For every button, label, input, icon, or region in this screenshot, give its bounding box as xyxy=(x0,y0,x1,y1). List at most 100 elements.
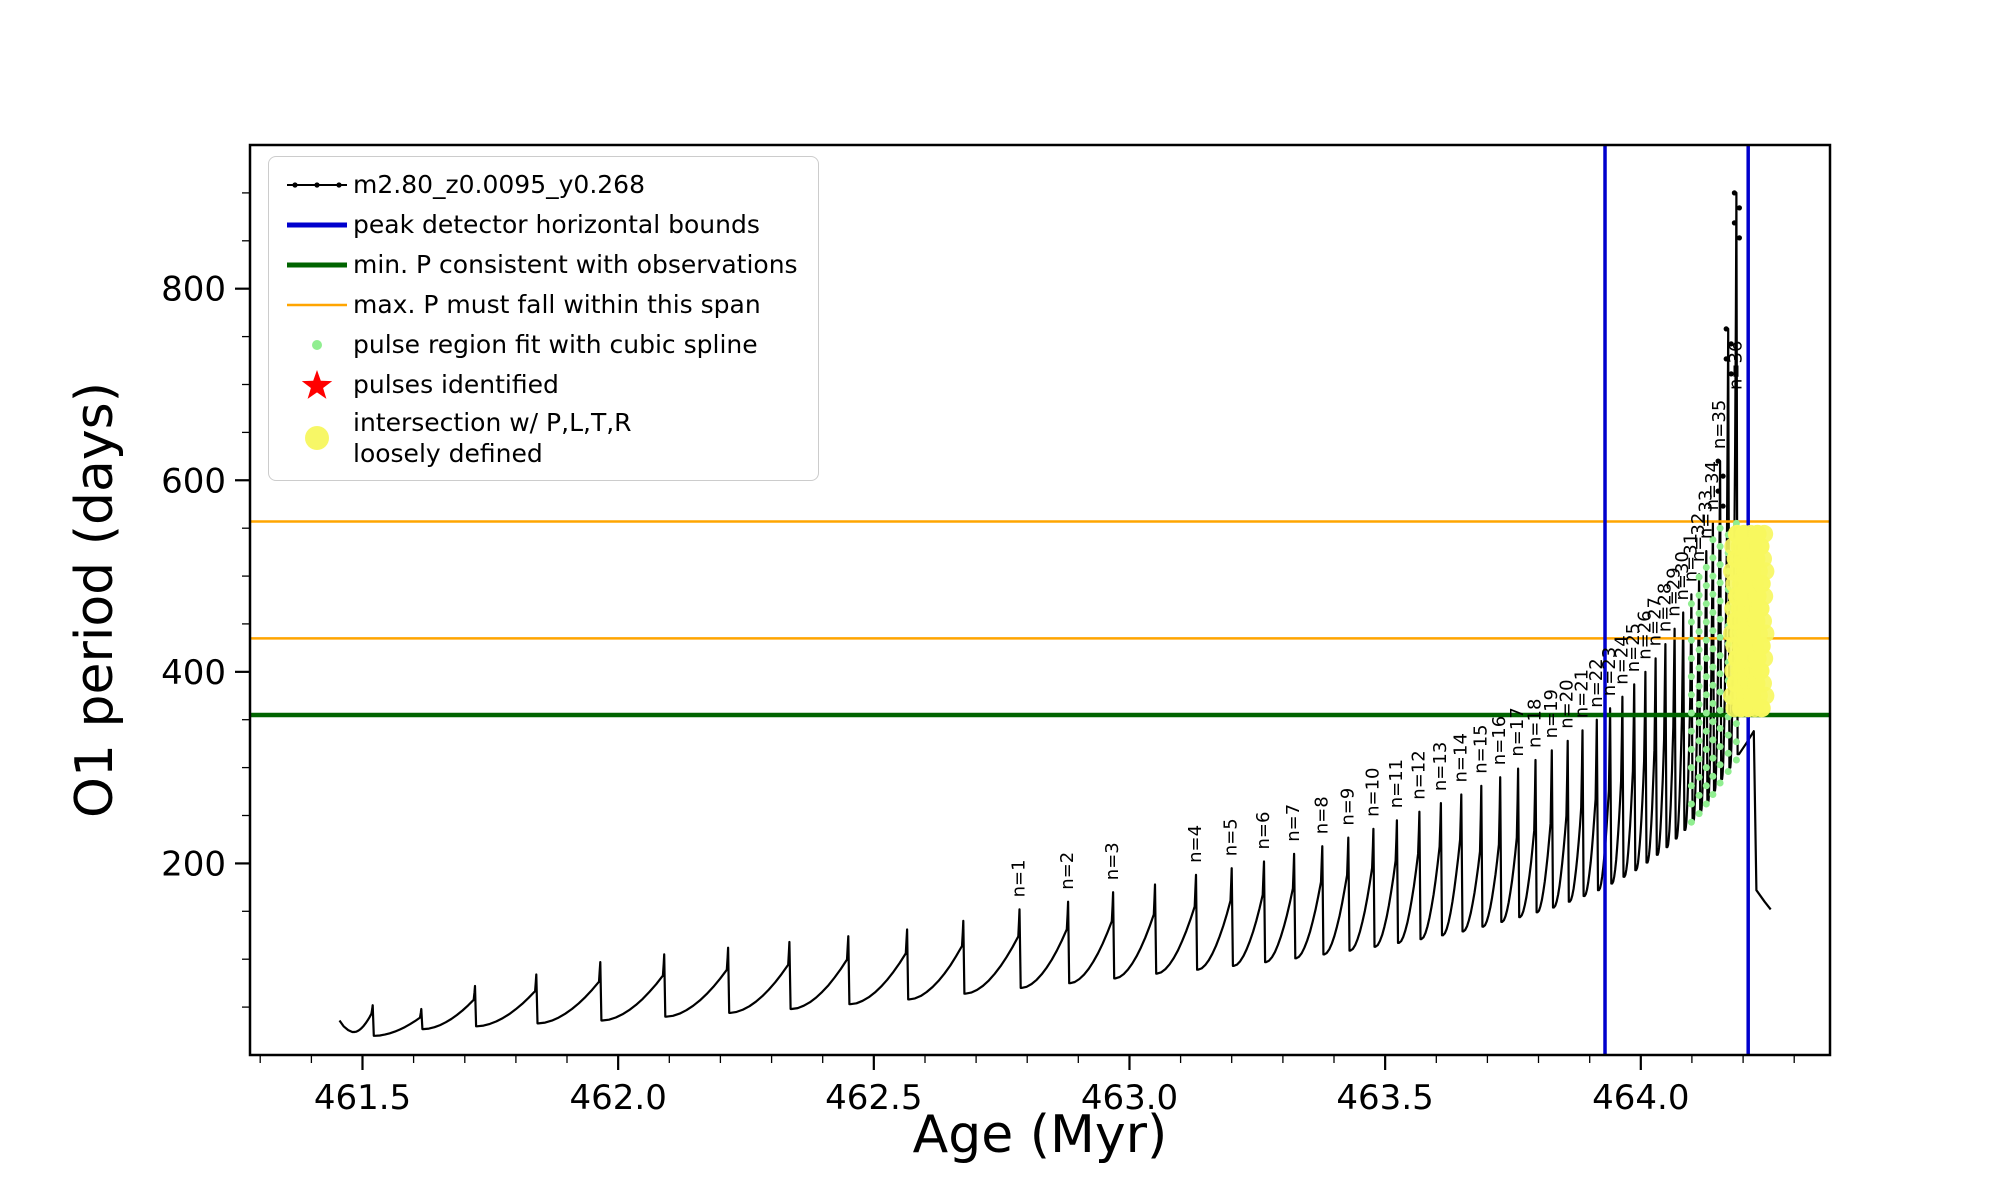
pulse-label: n=29 xyxy=(1664,567,1685,616)
dot-marker-icon xyxy=(281,420,353,456)
spline-region-dot xyxy=(1702,636,1710,644)
curve-marker-dot xyxy=(1731,190,1737,196)
x-tick-label: 463.5 xyxy=(1336,1078,1433,1118)
dot-marker-icon xyxy=(281,327,353,363)
spline-region-dot xyxy=(1687,618,1695,626)
pulse-label: n=28 xyxy=(1654,583,1675,632)
pulse-label: n=5 xyxy=(1221,818,1242,856)
legend-item-label: max. P must fall within this span xyxy=(353,290,761,320)
legend-item: pulses identified xyxy=(281,367,798,403)
y-tick-label: 400 xyxy=(161,653,226,693)
legend-item-label: intersection w/ P,L,T,R loosely defined xyxy=(353,408,632,469)
pulse-label: n=35 xyxy=(1709,400,1730,449)
spline-region-dot xyxy=(1702,600,1710,608)
spline-region-dot xyxy=(1687,673,1695,681)
legend-item: peak detector horizontal bounds xyxy=(281,207,798,243)
pulse-label: n=9 xyxy=(1337,788,1358,826)
pulse-label: n=19 xyxy=(1541,689,1562,738)
spline-region-dot xyxy=(1687,600,1695,608)
pulse-label: n=20 xyxy=(1557,679,1578,728)
pulse-label: n=11 xyxy=(1386,759,1407,808)
pulse-label: n=17 xyxy=(1507,707,1528,756)
pulse-label: n=1 xyxy=(1009,859,1030,897)
spline-region-dot xyxy=(1695,700,1703,708)
spline-region-dot xyxy=(1709,718,1717,726)
spline-region-dot xyxy=(1695,791,1703,799)
spline-region-dot xyxy=(1687,764,1695,772)
legend-item-label: m2.80_z0.0095_y0.268 xyxy=(353,170,645,200)
pulse-label: n=23 xyxy=(1599,647,1620,696)
pulse-label: n=26 xyxy=(1634,610,1655,659)
spline-region-dot xyxy=(1687,636,1695,644)
spline-region-dot xyxy=(1709,772,1717,780)
y-axis-label: O1 period (days) xyxy=(65,382,125,818)
pulse-label: n=15 xyxy=(1470,724,1491,773)
curve-marker-dot xyxy=(1736,205,1742,211)
spline-region-dot xyxy=(1702,709,1710,717)
spline-region-dot xyxy=(1709,554,1717,562)
spline-region-dot xyxy=(1702,673,1710,681)
curve-marker-dot xyxy=(1731,220,1737,226)
curve-marker-dot xyxy=(1715,458,1721,464)
curve-marker-dot xyxy=(1720,473,1726,479)
spline-region-dot xyxy=(1732,720,1740,728)
y-tick-label: 600 xyxy=(161,461,226,501)
pulse-label: n=33 xyxy=(1695,490,1716,539)
pulse-label: n=10 xyxy=(1362,767,1383,816)
spline-region-dot xyxy=(1716,652,1724,660)
pulse-label: n=4 xyxy=(1185,825,1206,863)
spline-region-dot xyxy=(1702,782,1710,790)
spline-region-dot xyxy=(1716,706,1724,714)
spline-region-dot xyxy=(1709,791,1717,798)
pulse-label: n=13 xyxy=(1430,742,1451,791)
pulse-label: n=2 xyxy=(1057,852,1078,890)
spline-region-dot xyxy=(1709,609,1717,616)
pulse-label: n=36 xyxy=(1725,341,1746,390)
curve-marker-dot xyxy=(1728,341,1734,347)
legend-item-label: min. P consistent with observations xyxy=(353,250,798,280)
spline-region-dot xyxy=(1716,670,1724,678)
spline-region-dot xyxy=(1716,597,1724,605)
spline-region-dot xyxy=(1724,749,1732,757)
legend-item-label: pulse region fit with cubic spline xyxy=(353,330,758,360)
pulse-label: n=18 xyxy=(1525,699,1546,748)
spline-region-dot xyxy=(1702,727,1710,735)
pulse-label: n=16 xyxy=(1489,716,1510,765)
y-tick-label: 200 xyxy=(161,844,226,884)
pulse-label: n=6 xyxy=(1253,812,1274,850)
spline-region-dot xyxy=(1702,800,1710,808)
x-tick-label: 461.5 xyxy=(314,1078,411,1118)
spline-region-dot xyxy=(1716,724,1724,732)
spline-region-dot xyxy=(1709,754,1717,762)
spline-region-dot xyxy=(1695,609,1703,617)
x-tick-label: 464.0 xyxy=(1592,1078,1689,1118)
spline-region-dot xyxy=(1709,645,1717,653)
line-marker-icon xyxy=(281,247,353,283)
x-tick-label: 462.0 xyxy=(570,1078,667,1118)
legend-item: m2.80_z0.0095_y0.268 xyxy=(281,167,798,203)
star-icon xyxy=(281,367,353,403)
pulse-label: n=31 xyxy=(1680,533,1701,582)
spline-region-dot xyxy=(1687,818,1695,826)
x-tick-label: 463.0 xyxy=(1081,1078,1178,1118)
spline-region-dot xyxy=(1716,579,1724,587)
pulse-label: n=30 xyxy=(1672,551,1693,600)
pulse-label: n=7 xyxy=(1283,804,1304,842)
spline-region-dot xyxy=(1695,773,1703,781)
spline-region-dot xyxy=(1724,731,1732,739)
legend-item-label: pulses identified xyxy=(353,370,559,400)
series-curve xyxy=(338,191,1772,1037)
spline-region-dot xyxy=(1709,681,1717,689)
legend-item: intersection w/ P,L,T,R loosely defined xyxy=(281,407,798,470)
spline-region-dot xyxy=(1702,582,1710,590)
spline-region-dot xyxy=(1716,688,1724,696)
legend-item-label: peak detector horizontal bounds xyxy=(353,210,760,240)
curve-marker-dot xyxy=(1720,503,1726,509)
pulse-label: n=25 xyxy=(1623,623,1644,672)
pulse-label: n=34 xyxy=(1702,461,1723,510)
legend-item: pulse region fit with cubic spline xyxy=(281,327,798,363)
spline-region-dot xyxy=(1709,572,1717,580)
spline-region-dot xyxy=(1695,719,1703,727)
line-marker-icon xyxy=(281,287,353,323)
